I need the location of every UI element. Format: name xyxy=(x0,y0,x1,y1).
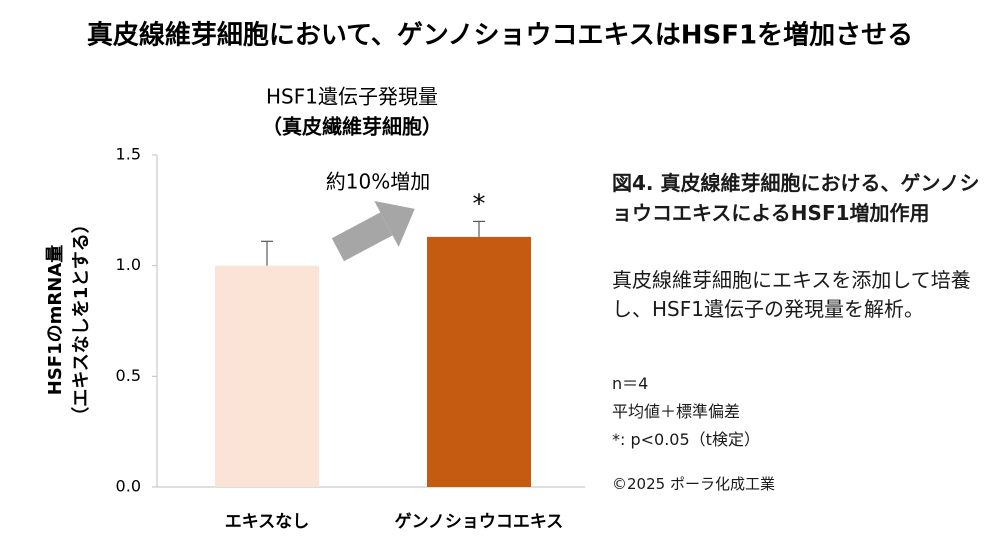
bar xyxy=(427,236,531,487)
x-tick-label: エキスなし xyxy=(225,512,310,532)
significance-mark: * xyxy=(473,190,486,220)
notes: n＝4 平均値＋標準偏差 *: p<0.05（t検定） xyxy=(612,370,992,454)
y-tick-label: 0.0 xyxy=(116,477,141,496)
x-tick-label: ゲンノショウコエキス xyxy=(395,511,564,532)
y-tick-label: 0.5 xyxy=(116,366,141,385)
note: 平均値＋標準偏差 xyxy=(612,402,741,421)
chart-subtitle: HSF1遺伝子発現量 xyxy=(266,85,438,109)
note: *: p<0.05（t検定） xyxy=(612,430,760,449)
chart-title: 真皮線維芽細胞において、ゲンノショウコエキスはHSF1を増加させる xyxy=(87,20,913,51)
y-tick-label: 1.0 xyxy=(116,255,141,274)
bar xyxy=(215,265,319,487)
annotation: 約10%増加 xyxy=(326,170,430,194)
increase-arrow xyxy=(331,200,415,262)
note: n＝4 xyxy=(612,374,649,393)
y-tick-label: 1.5 xyxy=(116,145,141,164)
y-axis-label: （エキスなしを1とする） xyxy=(71,215,92,424)
description: 真皮線維芽細胞にエキスを添加して培養し、HSF1遺伝子の発現量を解析。 xyxy=(612,268,971,321)
caption-title: 図4. 真皮線維芽細胞における、ゲンノショウコエキスによるHSF1増加作用 xyxy=(612,171,980,225)
copyright: ©2025 ポーラ化成工業 xyxy=(612,475,775,493)
chart-subtitle: （真皮繊維芽細胞） xyxy=(262,115,442,139)
y-axis-label: HSF1のmRNA量 xyxy=(44,245,66,395)
